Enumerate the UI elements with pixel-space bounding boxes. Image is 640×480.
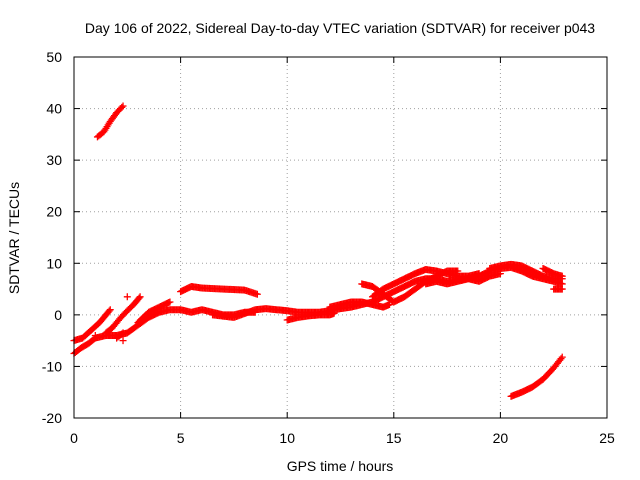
- y-tick-label: 40: [46, 101, 62, 117]
- data-point: [135, 294, 143, 302]
- data-point: [119, 329, 127, 337]
- data-point: [558, 353, 566, 361]
- x-tick-label: 0: [70, 430, 78, 446]
- data-point-outlier: [119, 337, 127, 345]
- data-point: [330, 309, 338, 317]
- y-tick-label: 50: [46, 49, 62, 65]
- y-tick-label: 0: [54, 307, 62, 323]
- data-point: [119, 102, 127, 110]
- data-point-outlier: [91, 331, 99, 339]
- x-tick-label: 5: [177, 430, 185, 446]
- y-tick-label: 30: [46, 152, 62, 168]
- y-tick-label: -10: [42, 358, 62, 374]
- data-point: [475, 270, 483, 278]
- chart-title: Day 106 of 2022, Sidereal Day-to-day VTE…: [85, 20, 595, 36]
- y-axis-label: SDTVAR / TECUs: [6, 182, 22, 294]
- data-point: [253, 290, 261, 298]
- data-point: [386, 301, 394, 309]
- y-tick-label: 20: [46, 204, 62, 220]
- x-tick-label: 25: [599, 430, 615, 446]
- data-point: [136, 293, 144, 301]
- data-point: [118, 103, 126, 111]
- data-point: [118, 330, 126, 338]
- data-point: [558, 285, 566, 293]
- data-point: [105, 307, 113, 315]
- data-point: [106, 306, 114, 314]
- data-point: [558, 272, 566, 280]
- grid-lines: [74, 57, 607, 418]
- data-point: [496, 270, 504, 278]
- data-point: [166, 298, 174, 306]
- plot-frame: [73, 56, 608, 419]
- tick-labels: 0 5 10 15 20 25 -20 -10 0 10 20 30 40 50: [42, 49, 615, 446]
- data-point-outlier: [123, 293, 131, 301]
- y-tick-label: -20: [42, 410, 62, 426]
- data-points: [70, 102, 566, 400]
- x-tick-label: 15: [386, 430, 402, 446]
- axis-ticks: [73, 56, 608, 419]
- x-tick-label: 20: [493, 430, 509, 446]
- x-axis-label: GPS time / hours: [287, 458, 394, 474]
- data-point: [557, 355, 565, 363]
- y-tick-label: 10: [46, 255, 62, 271]
- x-tick-label: 10: [279, 430, 295, 446]
